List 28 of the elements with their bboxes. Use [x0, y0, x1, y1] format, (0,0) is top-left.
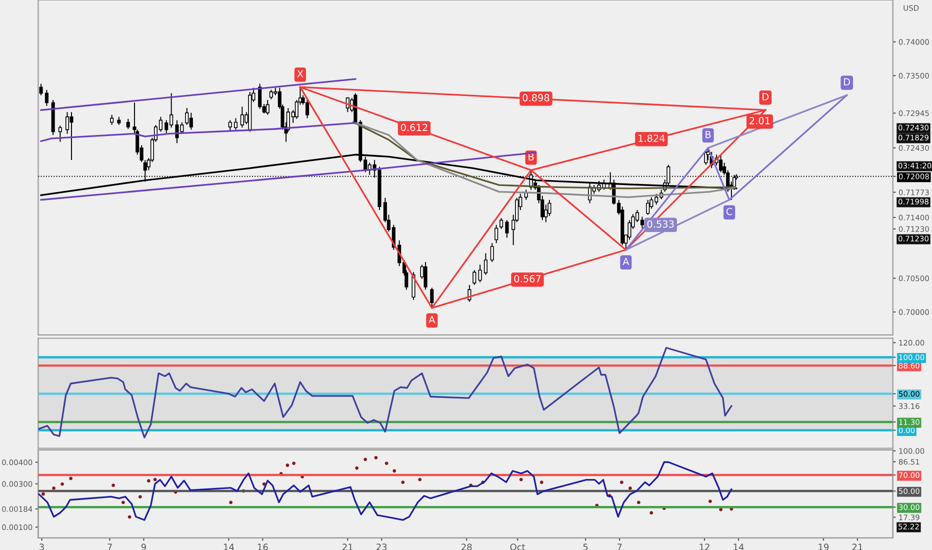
- x-tick-label: 16: [258, 544, 268, 550]
- data-label: A: [622, 258, 630, 266]
- x-tick-label: 19: [818, 544, 829, 550]
- data-label: A: [428, 316, 436, 324]
- data-label: X: [297, 70, 304, 78]
- x-tick-label: 21: [852, 544, 862, 550]
- x-tick-label: 5: [583, 544, 588, 550]
- x-tick-label: 23: [376, 544, 387, 550]
- x-tick-label: 14: [734, 544, 744, 550]
- annotation: 0.898: [522, 94, 550, 102]
- annotation: 0.567: [514, 275, 541, 282]
- x-tick-label: 21: [342, 544, 353, 550]
- data-label: D: [844, 78, 850, 86]
- x-tick-label: 3: [40, 544, 44, 550]
- x-tick-label: 14: [224, 544, 234, 550]
- data-label: B: [706, 130, 711, 138]
- x-tick-label: 7: [617, 544, 622, 550]
- annotation: 0.533: [647, 220, 674, 228]
- x-tick-label: 12: [700, 544, 710, 550]
- data-label: C: [726, 208, 732, 216]
- annotation: 0.612: [400, 124, 428, 132]
- annotation: 2.01: [750, 117, 770, 124]
- x-tick-label: 9: [141, 544, 146, 550]
- annotation: 1.824: [638, 134, 665, 142]
- x-tick-label: 7: [108, 544, 112, 550]
- data-label: D: [762, 93, 769, 100]
- x-tick-label: Oct: [510, 544, 526, 550]
- x-tick-label: 28: [462, 544, 472, 550]
